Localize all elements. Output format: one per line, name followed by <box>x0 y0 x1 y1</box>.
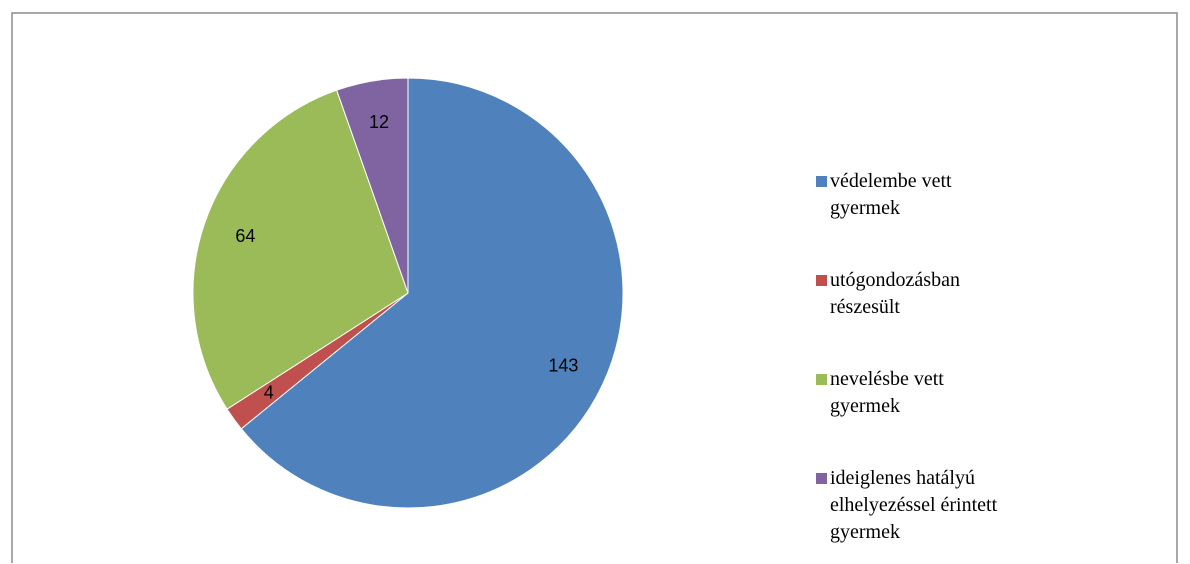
data-label: 143 <box>548 356 578 376</box>
legend-swatch <box>816 473 827 484</box>
pie-slice <box>240 77 624 509</box>
data-label: 4 <box>264 383 274 403</box>
pie-slice <box>336 77 409 294</box>
legend-swatch <box>816 176 827 187</box>
chart-frame <box>11 12 1178 563</box>
legend-label: ideiglenes hatályú elhelyezéssel érintet… <box>830 467 998 543</box>
legend-swatch <box>816 275 827 286</box>
legend: védelembe vett gyermek utógondozásban rés… <box>816 168 1016 564</box>
legend-label: utógondozásban részesült <box>830 269 960 318</box>
pie-slice <box>192 89 409 410</box>
legend-item: utógondozásban részesült <box>816 267 1016 366</box>
legend-item: ideiglenes hatályú elhelyezéssel érintet… <box>816 465 1016 564</box>
legend-label: nevelésbe vett gyermek <box>830 368 944 417</box>
data-label: 64 <box>235 226 255 246</box>
legend-label: védelembe vett gyermek <box>830 170 952 219</box>
legend-item: védelembe vett gyermek <box>816 168 1016 267</box>
legend-swatch <box>816 374 827 385</box>
data-label: 12 <box>369 112 389 132</box>
legend-item: nevelésbe vett gyermek <box>816 366 1016 465</box>
